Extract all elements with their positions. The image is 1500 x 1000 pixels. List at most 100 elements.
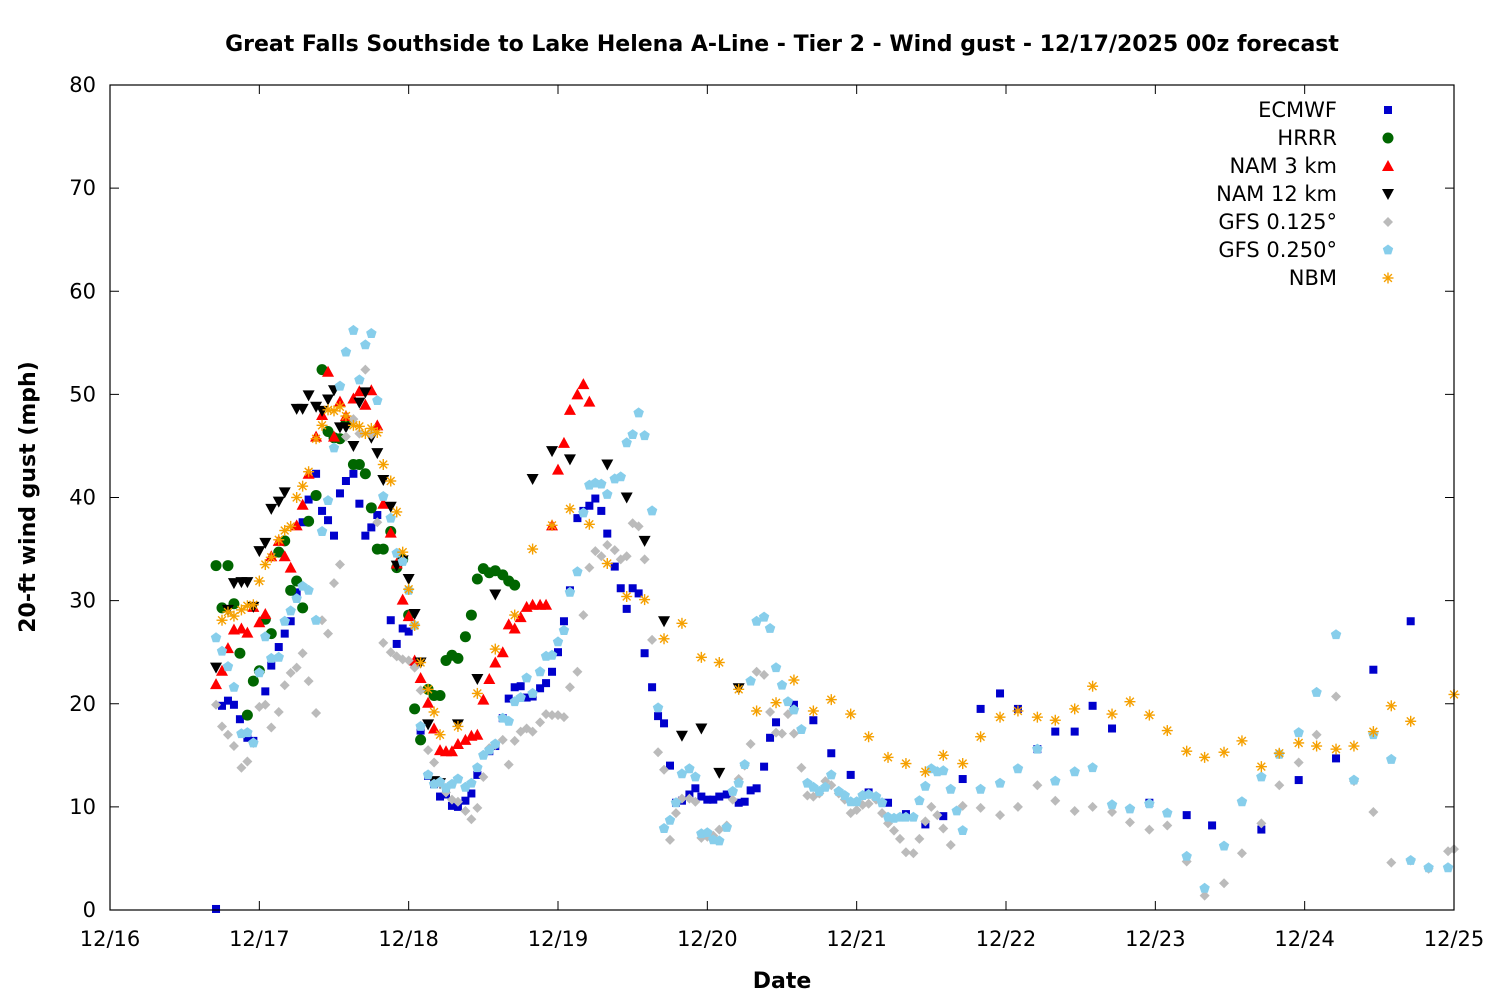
- data-point: [1218, 746, 1230, 758]
- data-point: [536, 684, 545, 693]
- legend-label: NAM 3 km: [1229, 154, 1337, 178]
- data-point: [273, 546, 285, 558]
- data-point: [938, 765, 949, 776]
- data-point: [739, 759, 750, 769]
- data-point: [1330, 629, 1342, 640]
- data-point: [633, 521, 644, 532]
- data-point: [328, 442, 340, 453]
- data-point: [621, 591, 633, 602]
- data-point: [639, 554, 650, 565]
- data-point: [714, 835, 725, 846]
- data-point: [759, 669, 770, 680]
- data-point: [1405, 715, 1417, 727]
- data-point: [334, 380, 346, 391]
- data-point: [354, 374, 365, 385]
- data-point: [584, 562, 595, 573]
- data-point: [222, 661, 234, 672]
- data-point: [279, 525, 291, 536]
- data-point: [279, 615, 290, 626]
- data-point: [702, 827, 713, 838]
- data-point: [746, 786, 755, 795]
- data-point: [596, 478, 607, 489]
- data-point: [260, 631, 271, 642]
- data-point: [330, 531, 338, 540]
- data-point: [676, 617, 688, 629]
- data-point: [216, 664, 228, 676]
- data-point: [340, 431, 351, 442]
- legend-label: GFS 0.250°: [1218, 238, 1337, 262]
- data-point: [1107, 807, 1118, 818]
- data-point: [920, 780, 931, 791]
- data-point: [291, 662, 302, 673]
- data-point: [788, 704, 800, 715]
- data-point: [1012, 801, 1023, 812]
- data-point: [713, 657, 725, 668]
- data-point: [510, 683, 519, 692]
- data-point: [353, 385, 366, 397]
- data-point: [228, 741, 239, 752]
- data-point: [509, 609, 521, 621]
- data-point: [312, 469, 321, 478]
- data-point: [1257, 825, 1266, 834]
- data-point: [297, 602, 309, 614]
- data-point: [415, 734, 427, 746]
- data-point: [1199, 751, 1211, 763]
- data-point: [1106, 799, 1118, 810]
- data-point: [772, 718, 781, 727]
- data-point: [558, 712, 569, 723]
- data-point: [477, 693, 490, 705]
- data-point: [951, 805, 962, 816]
- series-gfs-0-250: [210, 324, 1454, 893]
- data-point: [937, 749, 949, 761]
- data-point: [557, 436, 570, 448]
- data-point: [845, 708, 857, 720]
- data-point: [409, 703, 421, 715]
- data-point: [658, 616, 671, 628]
- data-point: [503, 715, 514, 726]
- data-point: [402, 610, 415, 622]
- chart-title: Great Falls Southside to Lake Helena A-L…: [225, 32, 1339, 57]
- y-tick-label: 60: [69, 279, 96, 303]
- data-point: [752, 784, 761, 793]
- data-point: [776, 679, 788, 690]
- data-point: [1385, 700, 1397, 712]
- data-point: [578, 610, 589, 621]
- data-point: [278, 487, 291, 499]
- data-point: [429, 757, 440, 768]
- data-point: [298, 518, 307, 527]
- data-point: [1161, 725, 1173, 737]
- data-point: [392, 639, 401, 648]
- data-point: [894, 833, 905, 844]
- data-point: [546, 519, 558, 531]
- data-point: [908, 811, 919, 822]
- data-point: [939, 812, 948, 821]
- data-point: [285, 520, 297, 532]
- data-point: [564, 503, 576, 515]
- data-point: [504, 694, 513, 703]
- data-point: [1256, 818, 1267, 829]
- data-point: [241, 626, 254, 638]
- data-point: [1293, 727, 1304, 738]
- data-point: [640, 649, 649, 658]
- data-point: [1069, 806, 1080, 816]
- data-point: [1405, 855, 1416, 865]
- data-point: [422, 696, 435, 708]
- data-point: [957, 825, 968, 835]
- data-point: [361, 531, 370, 540]
- data-point: [508, 622, 521, 634]
- data-point: [1143, 709, 1155, 721]
- data-point: [957, 758, 969, 770]
- data-point: [602, 539, 613, 550]
- data-point: [596, 551, 607, 562]
- data-point: [259, 559, 271, 571]
- data-point: [764, 623, 776, 633]
- data-point: [452, 796, 463, 807]
- legend-item-ecmwf: ECMWF: [1258, 98, 1392, 122]
- data-point: [285, 605, 296, 616]
- data-point: [472, 762, 483, 773]
- data-point: [1012, 763, 1024, 774]
- data-point: [371, 448, 384, 460]
- data-point: [284, 561, 297, 573]
- data-point: [335, 489, 344, 498]
